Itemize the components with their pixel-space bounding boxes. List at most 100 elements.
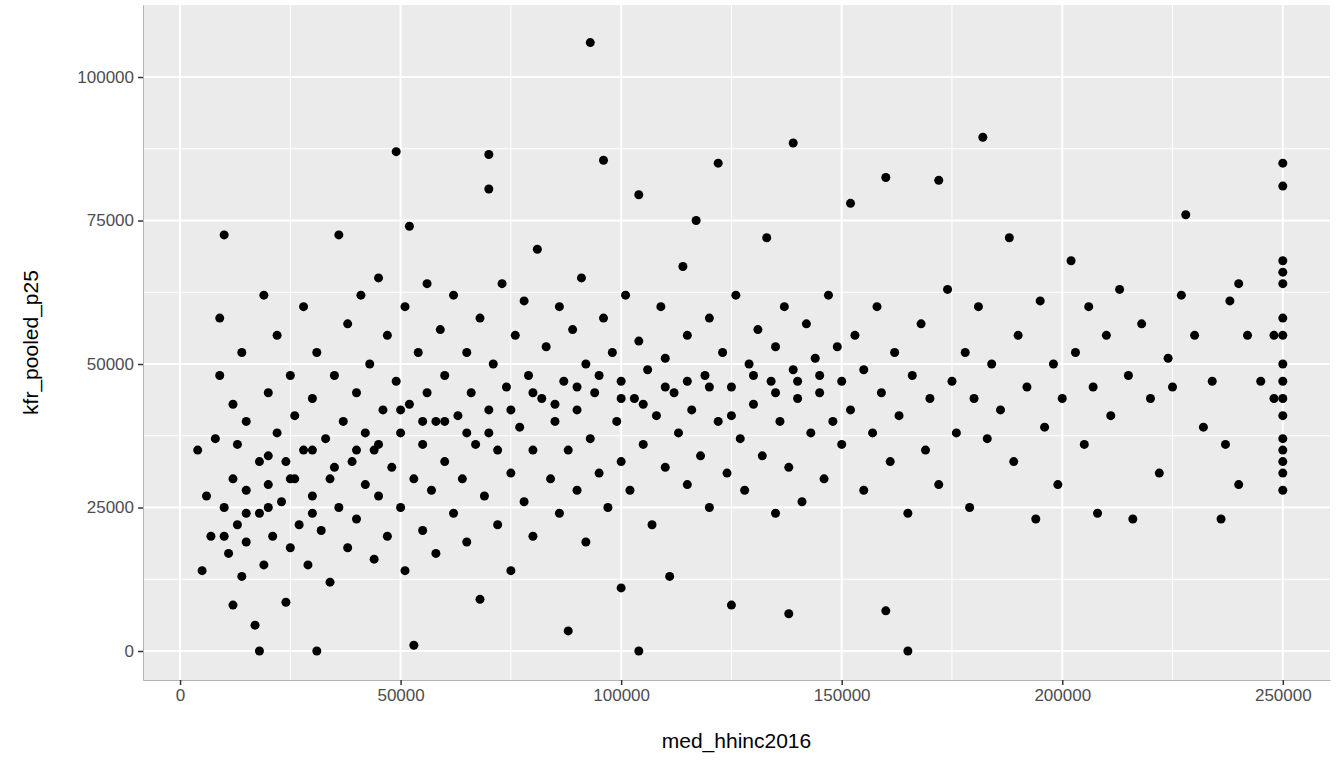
point (378, 405, 387, 414)
point (846, 199, 855, 208)
point (405, 400, 414, 409)
point (343, 543, 352, 552)
point (625, 486, 634, 495)
point (599, 156, 608, 165)
point (215, 314, 224, 323)
point (1278, 182, 1287, 191)
point (780, 302, 789, 311)
point (683, 331, 692, 340)
point (374, 440, 383, 449)
point (1225, 296, 1234, 305)
point (1278, 394, 1287, 403)
point (917, 319, 926, 328)
point (987, 360, 996, 369)
point (1058, 394, 1067, 403)
point (581, 360, 590, 369)
points (193, 38, 1287, 655)
point (348, 457, 357, 466)
point (418, 417, 427, 426)
point (356, 291, 365, 300)
point (947, 377, 956, 386)
point (462, 348, 471, 357)
point (811, 354, 820, 363)
point (273, 331, 282, 340)
point (308, 492, 317, 501)
point (449, 509, 458, 518)
point (286, 543, 295, 552)
tick: 50000 (87, 355, 143, 374)
grid-line-y (143, 507, 1330, 509)
point (934, 176, 943, 185)
point (506, 405, 515, 414)
axis-line (144, 680, 1331, 681)
point (1269, 394, 1278, 403)
point (1234, 480, 1243, 489)
point (881, 606, 890, 615)
point (308, 394, 317, 403)
point (198, 566, 207, 575)
point (1181, 210, 1190, 219)
point (767, 377, 776, 386)
point (493, 446, 502, 455)
point (965, 503, 974, 512)
point (533, 245, 542, 254)
point (308, 509, 317, 518)
point (903, 647, 912, 656)
point (321, 434, 330, 443)
tick-label: 250000 (1255, 686, 1312, 705)
point (837, 377, 846, 386)
point (317, 526, 326, 535)
point (749, 400, 758, 409)
tick-label: 50000 (377, 686, 424, 705)
point (798, 497, 807, 506)
point (815, 371, 824, 380)
point (281, 598, 290, 607)
point (1199, 423, 1208, 432)
point (528, 532, 537, 541)
point (462, 428, 471, 437)
point (723, 469, 732, 478)
point (1278, 314, 1287, 323)
point (868, 428, 877, 437)
point (802, 319, 811, 328)
y-axis: 0250005000075000100000 (77, 6, 143, 681)
point (431, 417, 440, 426)
point (1084, 302, 1093, 311)
point (634, 190, 643, 199)
point (789, 139, 798, 148)
point (828, 417, 837, 426)
point (273, 428, 282, 437)
point (700, 371, 709, 380)
point (952, 428, 961, 437)
point (515, 423, 524, 432)
point (352, 446, 361, 455)
point (303, 560, 312, 569)
point (996, 405, 1005, 414)
tick: 75000 (87, 211, 143, 230)
point (352, 388, 361, 397)
point (943, 285, 952, 294)
point (286, 474, 295, 483)
point (458, 474, 467, 483)
point (418, 440, 427, 449)
point (564, 446, 573, 455)
tick-mark (1283, 680, 1285, 685)
point (259, 291, 268, 300)
point (617, 377, 626, 386)
tick-mark (180, 680, 182, 685)
point (361, 480, 370, 489)
point (233, 440, 242, 449)
point (678, 262, 687, 271)
point (1040, 423, 1049, 432)
y-axis-title: kfr_pooled_p25 (19, 270, 43, 415)
tick: 150000 (814, 680, 871, 705)
point (405, 222, 414, 231)
point (692, 216, 701, 225)
point (1036, 296, 1045, 305)
point (714, 417, 723, 426)
point (511, 331, 520, 340)
point (771, 388, 780, 397)
point (1102, 331, 1111, 340)
point (895, 411, 904, 420)
point (859, 365, 868, 374)
